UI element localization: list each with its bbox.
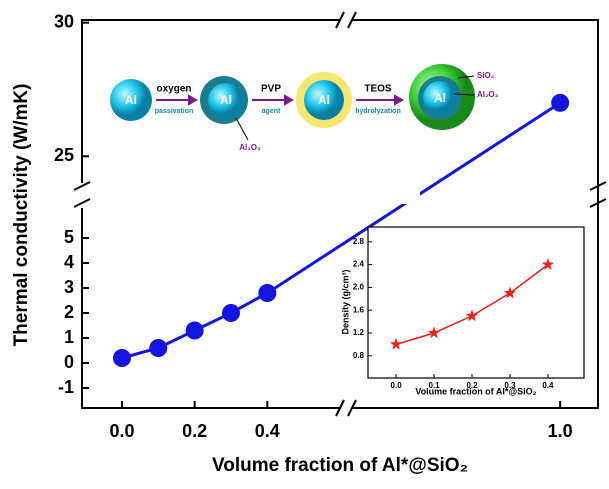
axis-break [74, 199, 90, 207]
x-tick-label: 0.2 [182, 421, 207, 441]
x-tick-label: 1.0 [548, 421, 573, 441]
inset-y-tick-label: 2.8 [353, 237, 365, 246]
inset-frame [368, 227, 584, 378]
step-label: PVP [261, 84, 281, 95]
y-tick-label: 25 [54, 145, 74, 165]
inset-x-tick-label: 0.2 [466, 381, 478, 390]
shell-label: Al₂O₃ [477, 90, 499, 99]
inset-x-tick-label: 0.3 [504, 381, 516, 390]
break-gap [380, 186, 420, 204]
marker [222, 304, 240, 322]
marker [186, 322, 204, 340]
marker [113, 349, 131, 367]
x-axis-label: Volume fraction of Al*@SiO₂ [212, 455, 468, 476]
y-tick-label: 3 [64, 277, 74, 297]
x-tick-label: 0.4 [255, 421, 280, 441]
step-sublabel: hydrolyzation [355, 108, 401, 115]
y-tick-label: 30 [54, 11, 74, 31]
core-label: Al [125, 93, 137, 107]
inset-y-label: Density (g/cm³) [340, 269, 350, 334]
y-axis-label: Thermal conductivity (W/mK) [11, 84, 32, 347]
core-label: Al [318, 93, 330, 107]
shell-label: Al₂O₃ [239, 143, 261, 152]
inset-y-tick-label: 2.0 [353, 283, 365, 292]
axis-break [74, 182, 90, 190]
inset-x-tick-label: 0.0 [391, 381, 403, 390]
marker [551, 94, 569, 112]
y-tick-label: 4 [64, 252, 74, 272]
marker [149, 339, 167, 357]
chart: Al Al Al Al oxygen passivation PVP agent… [0, 0, 609, 484]
marker [258, 284, 276, 302]
step-sublabel: agent [262, 108, 281, 115]
core-label: Al [434, 91, 446, 105]
step-label: TEOS [364, 84, 392, 95]
inset-y-tick-label: 1.6 [353, 305, 365, 314]
y-tick-label: -1 [58, 377, 74, 397]
y-tick-label: 1 [64, 327, 74, 347]
inset-y-tick-label: 0.8 [353, 351, 365, 360]
y-tick-label: 0 [64, 352, 74, 372]
inset-x-tick-label: 0.4 [542, 381, 554, 390]
y-tick-label: 5 [64, 227, 74, 247]
schematic: Al Al Al Al oxygen passivation PVP agent… [110, 64, 499, 152]
core-label: Al [220, 93, 232, 107]
inset-x-tick-label: 0.1 [428, 381, 440, 390]
inset-y-tick-label: 1.2 [353, 328, 365, 337]
inset-y-tick-label: 2.4 [353, 260, 365, 269]
step-label: oxygen [156, 84, 191, 95]
shell-label: SiO₂ [477, 71, 495, 80]
step-sublabel: passivation [155, 108, 194, 115]
y-tick-label: 2 [64, 302, 74, 322]
x-tick-label: 0.0 [109, 421, 134, 441]
